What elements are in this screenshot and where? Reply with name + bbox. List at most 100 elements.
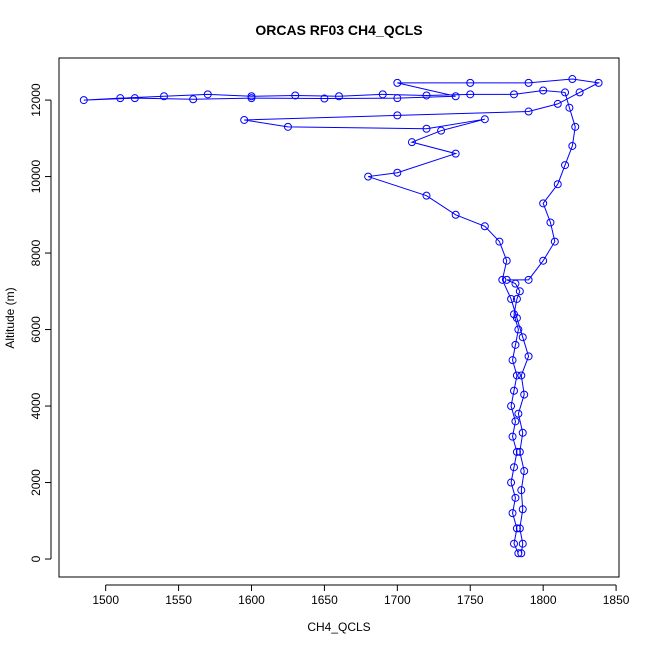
data-point (511, 279, 520, 288)
data-point (480, 115, 489, 124)
y-tick-label: 8000 (29, 239, 43, 266)
x-axis-label: CH4_QCLS (307, 620, 370, 634)
data-point (393, 111, 402, 120)
plot-frame (58, 57, 620, 578)
data-point (451, 210, 460, 219)
data-point (517, 371, 526, 380)
data-point (189, 95, 198, 104)
chart-title: ORCAS RF03 CH4_QCLS (255, 22, 422, 38)
data-point (508, 432, 517, 441)
data-point (160, 92, 168, 101)
data-point (520, 390, 529, 399)
data-point (575, 88, 584, 97)
data-point (422, 191, 431, 200)
y-tick-label: 6000 (29, 316, 43, 343)
data-point (553, 99, 562, 108)
data-point (524, 78, 533, 87)
data-point (512, 524, 521, 533)
data-point (514, 549, 523, 558)
x-tick-label: 1800 (530, 593, 557, 607)
data-point (524, 275, 533, 284)
data-point (320, 94, 329, 103)
data-point (524, 107, 533, 116)
data-point (480, 222, 489, 231)
data-point (507, 402, 516, 411)
data-point (378, 90, 387, 99)
data-point (422, 91, 431, 100)
x-tick-label: 1600 (238, 593, 265, 607)
data-point (451, 92, 460, 101)
data-point (247, 94, 256, 103)
data-point (512, 371, 521, 380)
data-point (502, 256, 511, 265)
data-point (561, 161, 570, 170)
data-point (515, 447, 524, 456)
data-point (539, 256, 548, 265)
y-tick-label: 0 (29, 555, 43, 562)
data-point (495, 237, 504, 246)
data-point (571, 122, 580, 131)
data-line (83, 78, 601, 554)
data-point (514, 325, 523, 334)
data-point (511, 493, 520, 502)
data-point (568, 75, 577, 84)
x-tick-label: 1850 (603, 593, 630, 607)
data-point (517, 486, 526, 495)
data-point (561, 88, 570, 97)
data-point (539, 86, 548, 95)
data-point (524, 352, 533, 361)
data-point (546, 218, 555, 227)
data-point (240, 115, 249, 124)
data-point (512, 294, 521, 303)
data-point (515, 287, 524, 296)
data-point (393, 78, 402, 87)
data-point (508, 509, 517, 518)
data-point (518, 333, 527, 342)
data-point (520, 467, 529, 476)
data-point (507, 294, 516, 303)
data-point (116, 94, 125, 103)
y-tick-label: 10000 (29, 160, 43, 194)
data-point (502, 275, 511, 284)
y-tick-label: 4000 (29, 392, 43, 419)
data-point (283, 122, 292, 131)
y-axis-label: Altitude (m) (3, 287, 17, 348)
data-point (518, 428, 527, 437)
y-tick-label: 12000 (29, 83, 43, 117)
data-point (466, 78, 475, 87)
data-point (291, 91, 300, 100)
data-point (553, 180, 562, 189)
data-point (507, 478, 516, 487)
x-tick-label: 1550 (165, 593, 192, 607)
y-tick-label: 2000 (29, 469, 43, 496)
data-point (511, 417, 520, 426)
data-point (364, 172, 373, 181)
data-point (510, 539, 518, 548)
data-point (437, 126, 446, 135)
data-point (498, 275, 507, 284)
x-tick-label: 1750 (457, 593, 484, 607)
data-point (514, 409, 523, 418)
data-point (510, 463, 518, 472)
data-point (515, 524, 524, 533)
data-point (510, 386, 518, 395)
data-point (568, 141, 577, 150)
x-tick-label: 1500 (92, 593, 119, 607)
data-point (518, 505, 527, 514)
x-tick-label: 1700 (384, 593, 411, 607)
data-point (451, 149, 460, 158)
data-point (517, 549, 526, 558)
data-point (79, 96, 88, 105)
data-point (407, 138, 416, 147)
data-point (130, 94, 139, 103)
data-point (512, 314, 521, 323)
data-point (550, 237, 559, 246)
data-point (393, 94, 402, 103)
data-point (508, 356, 517, 365)
data-point (539, 199, 548, 208)
data-point (565, 103, 574, 112)
data-point (518, 539, 527, 548)
data-point (512, 447, 521, 456)
